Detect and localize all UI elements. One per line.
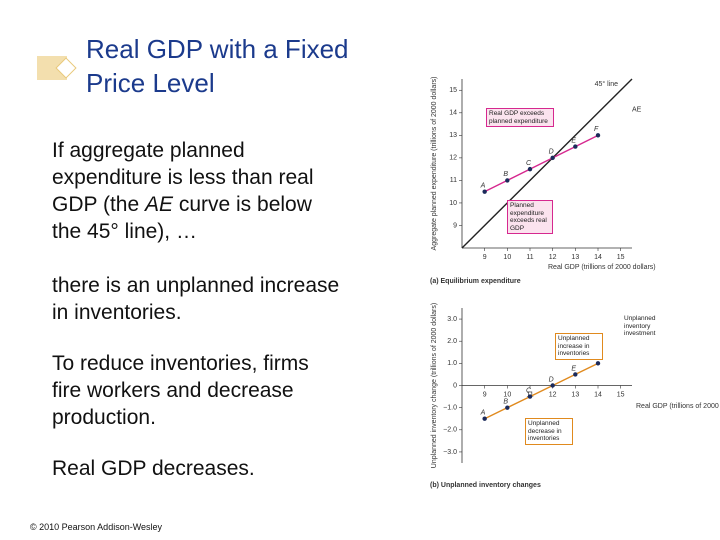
x-tick-label: 10: [503, 254, 511, 261]
point: [527, 166, 533, 172]
point-label: A: [480, 183, 486, 190]
y-tick-label: −3.0: [443, 449, 457, 456]
text: If aggregate planned expenditure is less…: [52, 139, 314, 216]
annotation: Real GDP exceeds planned expenditure: [486, 108, 554, 127]
x-tick-label: 13: [571, 391, 579, 398]
y-tick-label: 13: [449, 132, 457, 139]
y-tick-label: −1.0: [443, 404, 457, 411]
x-tick-label: 12: [549, 391, 557, 398]
point-label: A: [480, 410, 486, 417]
point-label: B: [503, 171, 508, 178]
point: [595, 361, 601, 366]
point: [550, 383, 555, 388]
point: [482, 189, 487, 194]
x-axis-label: Real GDP (trillions of 2000 dollars): [548, 264, 656, 271]
point-label: E: [571, 137, 576, 144]
series-line: [484, 362, 599, 420]
chart-title: (b) Unplanned inventory changes: [430, 482, 541, 489]
paragraph: there is an unplanned increase in invent…: [52, 274, 340, 324]
x-tick-label: 9: [483, 391, 487, 398]
x-tick-label: 10: [503, 391, 511, 398]
x-axis-label: Real GDP (trillions of 2000 dollars): [636, 403, 720, 410]
x-tick-label: 11: [526, 254, 533, 261]
series-label: AE: [632, 106, 642, 113]
paragraph: If aggregate planned expenditure is less…: [52, 137, 342, 245]
series-label: Unplanned inventory investment: [624, 315, 656, 337]
y-tick-label: 0: [453, 382, 457, 389]
point: [573, 144, 578, 149]
x-tick-label: 13: [571, 254, 579, 261]
series-label: 45° line: [595, 80, 619, 88]
series-line: [461, 78, 633, 249]
point: [505, 405, 510, 410]
y-tick-label: 10: [449, 200, 457, 207]
x-tick-label: 14: [594, 254, 602, 261]
y-tick-label: −2.0: [443, 427, 457, 434]
point-label: C: [526, 160, 532, 167]
point: [505, 178, 510, 183]
paragraph: To reduce inventories, firms fire worker…: [52, 352, 309, 429]
y-tick-label: 3.0: [447, 316, 457, 323]
y-tick-label: 14: [449, 110, 457, 117]
point: [550, 155, 555, 161]
annotation: Unplanned increase in inventories: [555, 333, 603, 360]
text: curve is below the 45° line), …: [52, 193, 312, 243]
series-line: [484, 134, 599, 193]
y-tick-label: 2.0: [447, 338, 457, 345]
point-label: B: [503, 398, 508, 405]
point: [482, 416, 487, 421]
x-tick-label: 15: [617, 391, 625, 398]
point: [573, 372, 578, 377]
y-tick-label: 9: [453, 222, 457, 229]
y-tick-label: 12: [449, 155, 457, 162]
y-axis-label: Unplanned inventory change (trillions of…: [431, 303, 438, 468]
y-tick-label: 1.0: [447, 360, 457, 367]
chart-title: (a) Equilibrium expenditure: [430, 278, 521, 285]
point-label: D: [549, 149, 554, 156]
y-tick-label: 11: [450, 177, 457, 184]
paragraph: Real GDP decreases.: [52, 457, 255, 480]
point-label: E: [571, 365, 576, 372]
point: [527, 394, 533, 399]
text: AE: [144, 193, 173, 216]
point-label: D: [549, 376, 554, 383]
y-tick-label: 15: [449, 87, 457, 94]
point-label: C: [526, 387, 532, 394]
x-tick-label: 15: [617, 254, 625, 261]
point-label: F: [594, 126, 599, 133]
point: [595, 133, 601, 138]
x-tick-label: 14: [594, 391, 602, 398]
slide-title: Real GDP with a Fixed Price Level: [86, 34, 349, 98]
x-tick-label: 12: [549, 254, 557, 261]
title-diamond: [55, 57, 77, 79]
annotation: Unplanned decrease in inventories: [525, 418, 573, 445]
y-axis-label: Aggregate planned expenditure (trillions…: [431, 77, 438, 251]
annotation: Planned expenditure exceeds real GDP: [507, 200, 553, 234]
footer: © 2010 Pearson Addison-Wesley: [30, 522, 163, 532]
x-tick-label: 9: [483, 254, 487, 261]
